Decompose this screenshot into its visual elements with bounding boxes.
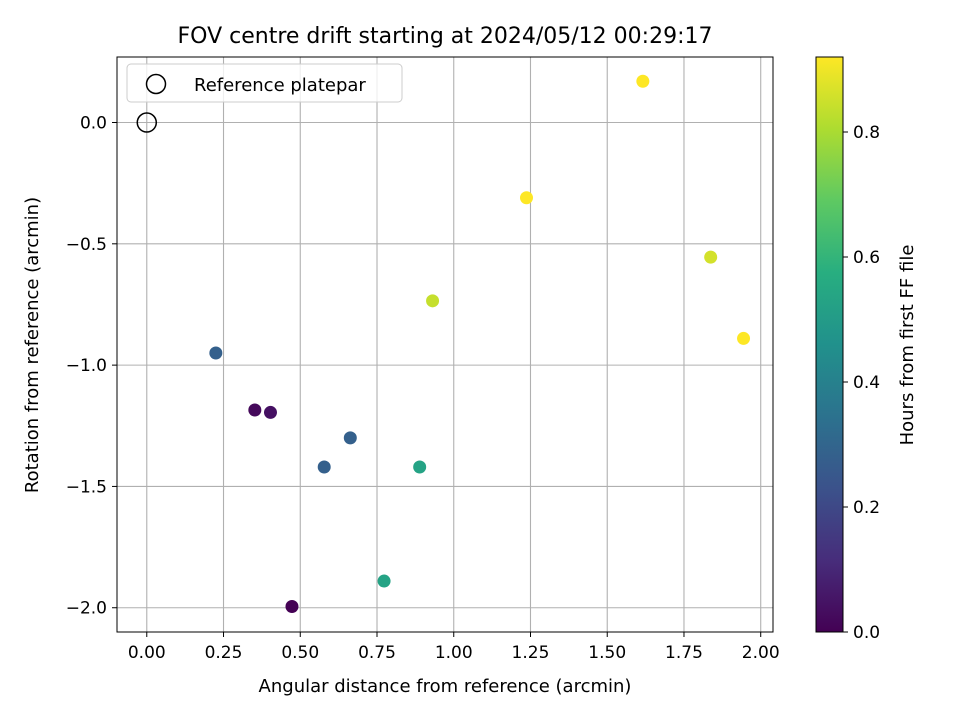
data-point [426,294,440,308]
x-tick-label: 0.75 [358,643,396,663]
data-point [285,600,299,614]
colorbar: 0.0 0.2 0.4 0.6 0.8 Hours from first FF file [815,56,918,643]
y-tick-label: −2.0 [66,599,107,619]
data-point [704,250,718,264]
legend: Reference platepar [126,63,403,103]
legend-reference-label: Reference platepar [194,75,366,96]
data-points [209,74,751,614]
x-tick-label: 2.00 [742,643,780,663]
x-axis-label: Angular distance from reference (arcmin) [259,676,632,697]
data-point [343,431,357,445]
colorbar-tick-label: 0.0 [853,623,880,643]
legend-box [126,63,403,103]
x-axis: 0.00 0.25 0.50 0.75 1.00 1.25 1.50 1.75 2.00 [128,632,780,663]
reference-marker-group [136,112,158,133]
y-tick-label: −1.5 [66,477,107,497]
data-point [377,574,391,588]
colorbar-gradient [815,56,844,633]
x-tick-label: 1.50 [588,643,626,663]
colorbar-tick-label: 0.4 [853,373,880,393]
y-tick-label: 0.0 [80,114,107,134]
plot-area-frame [116,56,774,633]
data-point [520,191,534,205]
x-tick-label: 1.25 [512,643,550,663]
legend-reference-marker [145,73,167,95]
y-tick-label: −0.5 [66,235,107,255]
x-tick-label: 0.50 [281,643,319,663]
chart-title: FOV centre drift starting at 2024/05/12 … [178,24,713,49]
colorbar-tick-label: 0.2 [853,498,880,518]
data-point [263,405,277,419]
x-tick-label: 1.00 [435,643,473,663]
y-axis: 0.0 −0.5 −1.0 −1.5 −2.0 [66,114,117,619]
data-point [317,460,331,474]
colorbar-tick-label: 0.8 [853,123,880,143]
data-point [248,403,262,417]
y-axis-label: Rotation from reference (arcmin) [22,197,43,493]
x-tick-label: 0.25 [205,643,243,663]
data-point [737,331,751,345]
grid-lines [117,57,773,632]
data-point [209,346,223,360]
colorbar-tick-label: 0.6 [853,248,880,268]
reference-point-marker [136,112,158,133]
colorbar-label: Hours from first FF file [897,245,918,446]
x-tick-label: 1.75 [665,643,703,663]
x-tick-label: 0.00 [128,643,166,663]
colorbar-ticks: 0.0 0.2 0.4 0.6 0.8 [843,123,880,643]
data-point [636,74,650,88]
data-point [413,460,427,474]
y-tick-label: −1.0 [66,356,107,376]
